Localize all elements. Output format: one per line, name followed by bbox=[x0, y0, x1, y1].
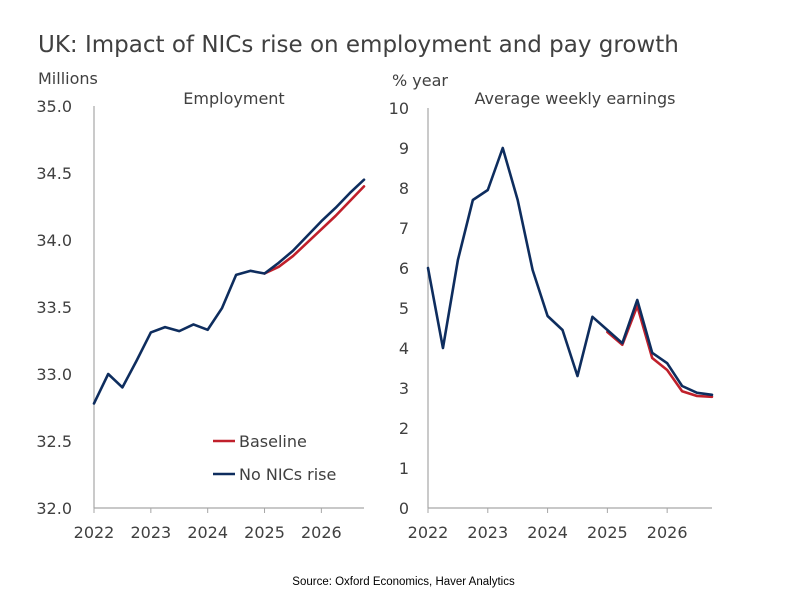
y-tick-label: 10 bbox=[389, 99, 409, 118]
y-unit-label: Millions bbox=[38, 69, 98, 88]
y-tick-label: 1 bbox=[399, 459, 409, 478]
y-tick-label: 34.5 bbox=[36, 164, 72, 183]
panel-title: Average weekly earnings bbox=[475, 89, 676, 108]
x-tick-label: 2025 bbox=[587, 523, 628, 542]
y-tick-label: 6 bbox=[399, 259, 409, 278]
series-line-no-nics-rise bbox=[92, 178, 366, 405]
y-tick-label: 33.5 bbox=[36, 298, 72, 317]
y-unit-label: % year bbox=[392, 71, 448, 90]
x-tick-label: 2022 bbox=[408, 523, 449, 542]
legend-label-no-nics-rise: No NICs rise bbox=[239, 465, 336, 484]
x-tick-label: 2026 bbox=[647, 523, 688, 542]
series-line-no-nics-rise bbox=[426, 146, 714, 397]
page-title: UK: Impact of NICs rise on employment an… bbox=[38, 32, 679, 58]
x-tick-label: 2024 bbox=[187, 523, 228, 542]
series-line-baseline bbox=[263, 185, 366, 275]
x-tick-label: 2026 bbox=[301, 523, 342, 542]
y-tick-label: 32.5 bbox=[36, 432, 72, 451]
y-tick-label: 2 bbox=[399, 419, 409, 438]
y-tick-label: 7 bbox=[399, 219, 409, 238]
y-tick-label: 32.0 bbox=[36, 499, 72, 518]
y-tick-label: 8 bbox=[399, 179, 409, 198]
x-tick-label: 2024 bbox=[527, 523, 568, 542]
legend-label-baseline: Baseline bbox=[239, 432, 307, 451]
earnings-panel: 0 1 2 3 4 5 6 7 8 9 10 2022 2023 2024 2025 2026 % year Av… bbox=[389, 71, 714, 542]
x-tick-label: 2023 bbox=[130, 523, 171, 542]
y-tick-label: 4 bbox=[399, 339, 409, 358]
x-tick-label: 2022 bbox=[74, 523, 115, 542]
x-tick-label: 2023 bbox=[467, 523, 508, 542]
source-note: Source: Oxford Economics, Haver Analytic… bbox=[292, 576, 515, 588]
panel-title: Employment bbox=[183, 89, 284, 108]
y-tick-label: 33.0 bbox=[36, 365, 72, 384]
y-tick-label: 5 bbox=[399, 299, 409, 318]
x-tick-label: 2025 bbox=[244, 523, 285, 542]
y-tick-label: 9 bbox=[399, 139, 409, 158]
y-tick-label: 3 bbox=[399, 379, 409, 398]
y-tick-label: 35.0 bbox=[36, 97, 72, 116]
series-line-baseline bbox=[606, 304, 714, 399]
y-tick-label: 0 bbox=[399, 499, 409, 518]
employment-panel: 32.0 32.5 33.0 33.5 34.0 34.5 35.0 2022 2023 2024… bbox=[36, 69, 366, 542]
y-tick-label: 34.0 bbox=[36, 231, 72, 250]
